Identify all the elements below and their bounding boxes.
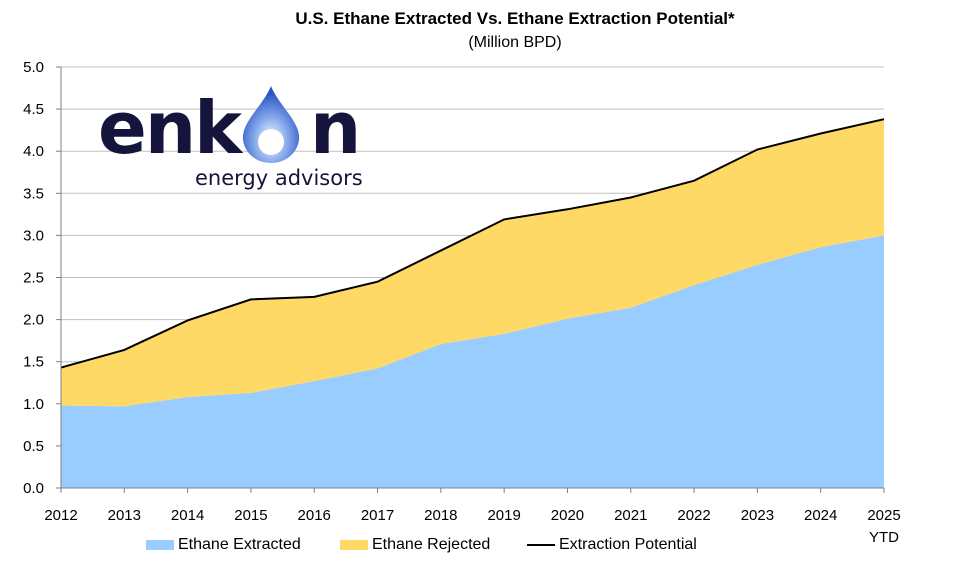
y-tick-label-0: 0.0 bbox=[23, 480, 44, 497]
logo-wordmark-right: n bbox=[309, 86, 361, 170]
area-ethane-extracted bbox=[61, 235, 884, 488]
x-tick-label-2015: 2015 bbox=[234, 507, 267, 524]
y-tick-label-4: 2.0 bbox=[23, 312, 44, 329]
y-tick-label-1: 0.5 bbox=[23, 438, 44, 455]
y-tick-label-7: 3.5 bbox=[23, 185, 44, 202]
x-tick-label-2013: 2013 bbox=[108, 507, 141, 524]
x-tick-label-2014: 2014 bbox=[171, 507, 204, 524]
x-tick-label-2017: 2017 bbox=[361, 507, 394, 524]
legend-item-rejected: Ethane Rejected bbox=[340, 536, 490, 554]
x-tick-label-2019: 2019 bbox=[487, 507, 520, 524]
x-tick-label-2025: 2025 bbox=[867, 507, 900, 524]
flame-drop-icon bbox=[242, 86, 300, 163]
logo-wordmark-left: enk bbox=[98, 86, 242, 170]
y-tick-label-2: 1.0 bbox=[23, 396, 44, 413]
x-tick-label-2018: 2018 bbox=[424, 507, 457, 524]
y-tick-label-9: 4.5 bbox=[23, 101, 44, 118]
x-tick-label-2024: 2024 bbox=[804, 507, 837, 524]
y-tick-label-8: 4.0 bbox=[23, 143, 44, 160]
legend-swatch-rejected bbox=[340, 540, 368, 550]
logo-tagline: energy advisors bbox=[195, 166, 363, 190]
y-tick-label-3: 1.5 bbox=[23, 354, 44, 371]
x-tick-label-2022: 2022 bbox=[677, 507, 710, 524]
legend-label-rejected: Ethane Rejected bbox=[372, 536, 491, 553]
legend-swatch-potential bbox=[527, 544, 555, 546]
legend-swatch-extracted bbox=[146, 540, 174, 550]
x-tick-label-2012: 2012 bbox=[44, 507, 77, 524]
legend-label-potential: Extraction Potential bbox=[559, 536, 697, 553]
legend-item-potential: Extraction Potential bbox=[527, 536, 697, 554]
x-tick-label-2016: 2016 bbox=[298, 507, 331, 524]
area-ethane-rejected bbox=[61, 119, 884, 407]
y-tick-label-10: 5.0 bbox=[23, 59, 44, 76]
x-tick-label-2023: 2023 bbox=[741, 507, 774, 524]
chart-legend: Ethane Extracted Ethane Rejected Extract… bbox=[0, 536, 956, 556]
legend-label-extracted: Ethane Extracted bbox=[178, 536, 301, 553]
x-tick-label-2020: 2020 bbox=[551, 507, 584, 524]
line-extraction-potential bbox=[60, 118, 885, 369]
y-tick-label-5: 2.5 bbox=[23, 270, 44, 287]
logo-wordmark: enk n bbox=[98, 86, 361, 170]
y-tick-label-6: 3.0 bbox=[23, 227, 44, 244]
chart-subtitle: (Million BPD) bbox=[468, 34, 562, 51]
x-tick-sublabel-2025: YTD bbox=[869, 529, 899, 546]
legend-item-extracted: Ethane Extracted bbox=[146, 536, 301, 554]
chart-title: U.S. Ethane Extracted Vs. Ethane Extract… bbox=[295, 9, 735, 28]
x-tick-label-2021: 2021 bbox=[614, 507, 647, 524]
enkon-logo: enk n energy advisors bbox=[98, 80, 368, 195]
